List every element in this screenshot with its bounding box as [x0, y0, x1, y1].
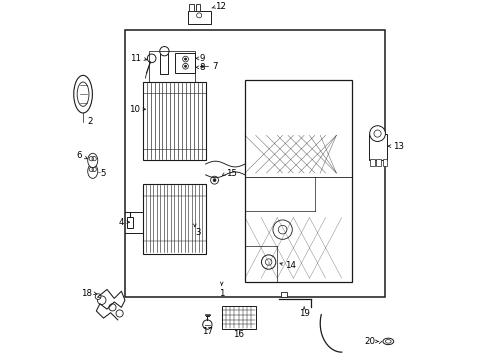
- Bar: [160, 53, 169, 75]
- Text: 13: 13: [392, 141, 404, 150]
- Bar: [125, 30, 385, 297]
- Bar: [196, 4, 200, 11]
- Ellipse shape: [386, 339, 391, 343]
- Circle shape: [109, 304, 116, 311]
- Ellipse shape: [77, 82, 89, 106]
- Text: 7: 7: [212, 62, 218, 71]
- Circle shape: [213, 179, 216, 181]
- Circle shape: [184, 65, 187, 67]
- Bar: [143, 82, 206, 161]
- Bar: [190, 4, 194, 11]
- Bar: [368, 134, 387, 161]
- Bar: [370, 159, 375, 166]
- Text: 9: 9: [199, 54, 205, 63]
- Text: 19: 19: [299, 309, 310, 318]
- Bar: [149, 51, 195, 82]
- Text: 11: 11: [130, 54, 141, 63]
- Text: 1: 1: [219, 288, 224, 297]
- Circle shape: [98, 296, 106, 305]
- Bar: [281, 292, 287, 297]
- Bar: [127, 217, 133, 228]
- Text: 6: 6: [76, 150, 82, 159]
- Text: 4: 4: [119, 218, 124, 227]
- Text: 15: 15: [226, 168, 237, 177]
- Ellipse shape: [74, 75, 93, 113]
- Circle shape: [116, 310, 123, 317]
- Bar: [383, 159, 387, 166]
- Bar: [245, 80, 352, 282]
- Text: 2: 2: [87, 117, 93, 126]
- Circle shape: [211, 176, 219, 184]
- Text: 10: 10: [129, 105, 140, 114]
- Bar: [175, 53, 195, 73]
- Circle shape: [262, 255, 276, 269]
- Text: 18: 18: [81, 288, 92, 297]
- Bar: [143, 184, 206, 253]
- Text: 8: 8: [199, 63, 205, 72]
- Text: 16: 16: [233, 330, 244, 339]
- Ellipse shape: [88, 164, 98, 178]
- Ellipse shape: [383, 338, 393, 345]
- Text: 12: 12: [215, 2, 226, 11]
- Circle shape: [160, 46, 169, 56]
- Circle shape: [184, 58, 187, 60]
- Bar: [188, 11, 211, 24]
- Text: 20: 20: [364, 337, 375, 346]
- Bar: [376, 159, 381, 166]
- Text: 17: 17: [202, 327, 213, 336]
- Text: 14: 14: [286, 261, 296, 270]
- Circle shape: [203, 320, 212, 329]
- Circle shape: [95, 294, 101, 300]
- Circle shape: [369, 126, 386, 141]
- Bar: [221, 306, 256, 329]
- Text: 5: 5: [100, 168, 106, 177]
- Ellipse shape: [88, 153, 98, 168]
- Text: 3: 3: [196, 228, 201, 237]
